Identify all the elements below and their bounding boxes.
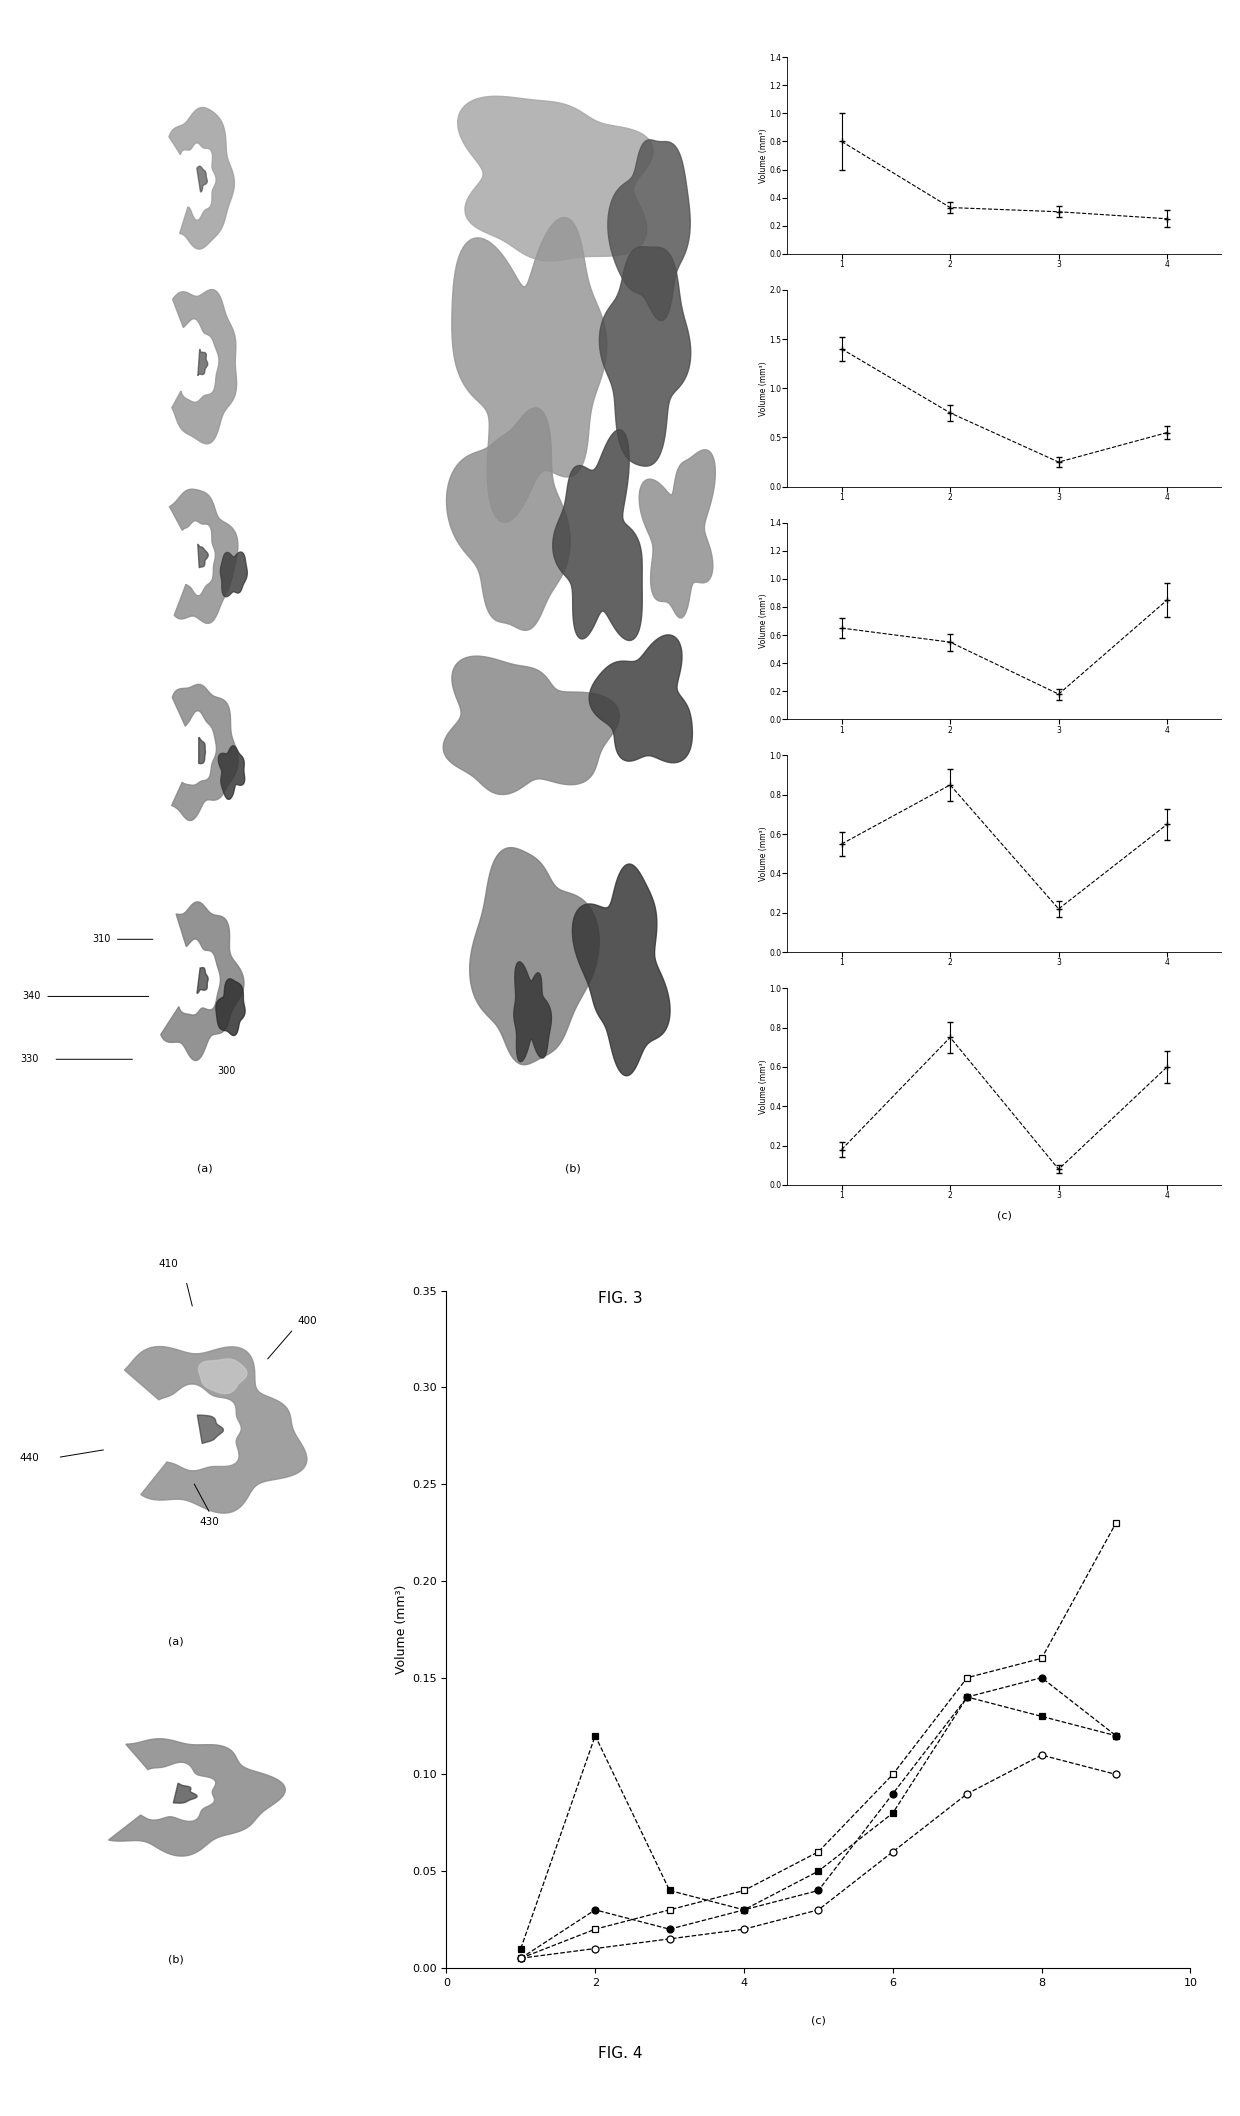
Polygon shape bbox=[109, 1739, 285, 1856]
Text: 430: 430 bbox=[200, 1517, 219, 1528]
Y-axis label: Volume (mm³): Volume (mm³) bbox=[759, 827, 768, 880]
Text: 410: 410 bbox=[159, 1259, 179, 1267]
Polygon shape bbox=[124, 1346, 306, 1513]
Polygon shape bbox=[197, 1416, 223, 1443]
Polygon shape bbox=[172, 290, 237, 444]
Polygon shape bbox=[197, 967, 208, 992]
Text: (c): (c) bbox=[997, 1210, 1012, 1221]
Polygon shape bbox=[218, 745, 244, 800]
Polygon shape bbox=[197, 544, 208, 567]
Text: (c): (c) bbox=[811, 2014, 826, 2025]
Polygon shape bbox=[599, 248, 691, 466]
Polygon shape bbox=[451, 218, 606, 523]
Y-axis label: Volume (mm³): Volume (mm³) bbox=[759, 1060, 768, 1113]
Text: (a): (a) bbox=[197, 1164, 212, 1174]
Polygon shape bbox=[553, 430, 642, 641]
Polygon shape bbox=[171, 683, 238, 821]
Text: 400: 400 bbox=[298, 1316, 316, 1327]
Polygon shape bbox=[443, 656, 619, 794]
Polygon shape bbox=[169, 108, 234, 250]
Y-axis label: Volume (mm³): Volume (mm³) bbox=[759, 595, 768, 647]
Text: 330: 330 bbox=[21, 1054, 38, 1064]
Y-axis label: Volume (mm³): Volume (mm³) bbox=[394, 1585, 408, 1674]
Text: 310: 310 bbox=[92, 935, 110, 944]
Y-axis label: Volume (mm³): Volume (mm³) bbox=[759, 129, 768, 182]
Polygon shape bbox=[198, 349, 208, 377]
Polygon shape bbox=[470, 849, 599, 1064]
Text: 340: 340 bbox=[22, 992, 41, 1001]
Text: FIG. 4: FIG. 4 bbox=[598, 2046, 642, 2061]
Text: 300: 300 bbox=[217, 1066, 236, 1075]
Polygon shape bbox=[446, 408, 570, 631]
Text: (a): (a) bbox=[167, 1636, 184, 1646]
Polygon shape bbox=[458, 97, 653, 260]
Polygon shape bbox=[216, 980, 246, 1035]
Polygon shape bbox=[170, 489, 238, 624]
Polygon shape bbox=[573, 863, 670, 1075]
Polygon shape bbox=[197, 167, 207, 193]
Polygon shape bbox=[639, 451, 715, 618]
Text: FIG. 3: FIG. 3 bbox=[598, 1291, 642, 1306]
Polygon shape bbox=[161, 901, 244, 1060]
Polygon shape bbox=[198, 1358, 247, 1394]
Polygon shape bbox=[589, 635, 692, 762]
Polygon shape bbox=[221, 552, 247, 597]
Polygon shape bbox=[198, 736, 206, 764]
Y-axis label: Volume (mm³): Volume (mm³) bbox=[759, 362, 768, 415]
Polygon shape bbox=[608, 140, 691, 322]
Polygon shape bbox=[174, 1784, 197, 1803]
Text: 440: 440 bbox=[20, 1452, 40, 1462]
Text: (b): (b) bbox=[564, 1164, 580, 1174]
Polygon shape bbox=[513, 963, 552, 1062]
Text: (b): (b) bbox=[167, 1955, 184, 1964]
